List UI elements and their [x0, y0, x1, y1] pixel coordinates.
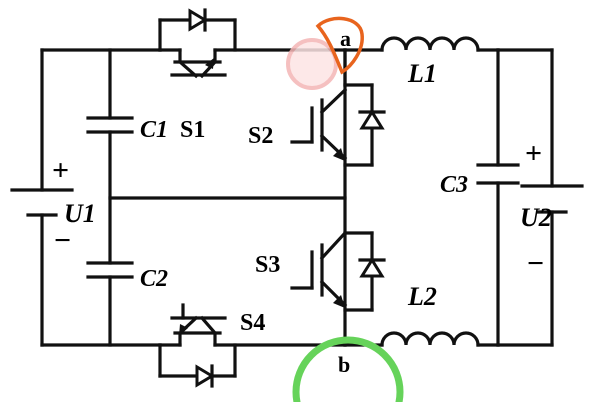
s3-label: S3	[255, 252, 280, 278]
l2-label: L2	[407, 282, 437, 311]
u2-minus-sign: −	[527, 247, 544, 280]
battery-u1	[10, 188, 74, 217]
inductor-l1	[343, 36, 500, 52]
orange-annotation-loop	[315, 16, 364, 75]
diode-s3	[343, 231, 386, 312]
c2-label: C2	[140, 266, 168, 292]
s1-label: S1	[180, 117, 205, 143]
u1-label: U1	[64, 199, 96, 228]
capacitor-c1	[86, 116, 134, 134]
u1-plus-sign: +	[52, 154, 69, 187]
node-a-label: a	[340, 26, 351, 51]
battery-u2	[520, 184, 584, 214]
right-frame-wires	[496, 48, 554, 347]
switch-s3	[290, 230, 348, 308]
diode-s4	[195, 364, 215, 388]
u2-label: U2	[520, 203, 552, 232]
node-b-label: b	[338, 352, 350, 377]
u1-minus-sign: −	[54, 224, 71, 257]
u2-plus-sign: +	[525, 137, 542, 170]
diode-s1	[188, 8, 208, 32]
switch-s2	[290, 87, 348, 161]
c3-label: C3	[440, 172, 468, 198]
capacitor-c3	[476, 163, 520, 185]
l1-label: L1	[407, 59, 437, 88]
s2-label: S2	[248, 123, 273, 149]
green-highlight-circle	[292, 336, 404, 402]
left-frame-wires	[40, 48, 347, 347]
s4-label: S4	[240, 310, 265, 336]
red-highlight-circle	[286, 38, 338, 90]
switch-s1	[158, 18, 347, 79]
diode-s2	[343, 83, 386, 167]
capacitor-c2	[86, 261, 134, 279]
c1-label: C1	[140, 117, 168, 143]
